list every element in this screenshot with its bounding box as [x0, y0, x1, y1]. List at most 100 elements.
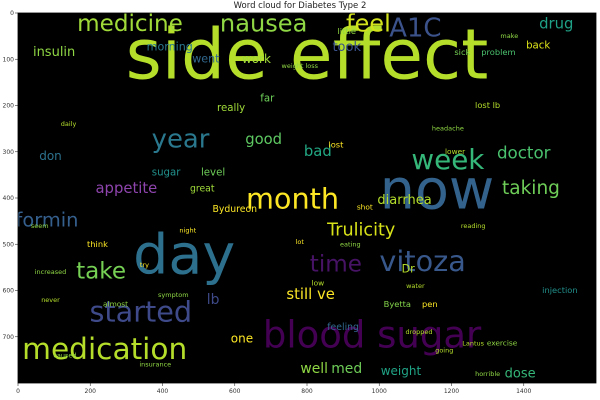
word-bydureon: Bydureon [212, 204, 257, 215]
word-work: work [242, 52, 271, 66]
word-little: little [337, 26, 356, 36]
word-vitoza: vitoza [379, 244, 465, 278]
word-lot: lot [296, 238, 305, 246]
y-tick-label: 0 [10, 10, 14, 17]
word-shot: shot [357, 202, 373, 211]
y-tick-label: 200 [3, 103, 15, 110]
word-drug: drug [539, 16, 573, 33]
word-don: don [39, 149, 62, 163]
word-doctor: doctor [497, 143, 551, 163]
word-cloud-words: side effect now day blood sugar medication mo… [0, 10, 578, 381]
word-day: day [133, 222, 235, 287]
word-lb: lb [207, 292, 220, 308]
word-water: water [406, 282, 425, 290]
word-symptom: symptom [158, 291, 189, 299]
word-almost: almost [103, 299, 128, 308]
x-tick-label: 1000 [372, 388, 387, 395]
word-good: good [245, 131, 282, 148]
word-still-ve: still ve [286, 286, 334, 303]
word-med: med [331, 361, 362, 377]
word-night: night [179, 226, 196, 234]
y-tick-label: 300 [3, 149, 15, 156]
word-well: well [300, 361, 328, 377]
word-dr: Dr [402, 263, 416, 276]
word-lost: lost [328, 139, 344, 149]
word-medication: medication [22, 332, 187, 366]
word-weight-loss: weight loss [282, 62, 319, 70]
word-medicine: medicine [77, 11, 183, 37]
word-metformin: Metformin [0, 209, 78, 232]
word-low: low [312, 279, 325, 288]
word-weight: weight [381, 364, 422, 378]
word-insulin: insulin [33, 45, 75, 60]
word-time: time [310, 252, 362, 278]
word-appetite: appetite [95, 180, 157, 197]
word-headache: headache [432, 125, 464, 133]
word-eating: eating [340, 240, 361, 248]
word-feel: feel [346, 10, 391, 38]
word-far: far [260, 94, 275, 105]
word-level: level [201, 168, 225, 179]
word-bad: bad [304, 143, 332, 160]
word-daily: daily [61, 120, 77, 128]
x-tick-label: 400 [157, 388, 169, 395]
word-back: back [526, 40, 550, 51]
word-horrible: horrible [475, 370, 500, 378]
word-dose: dose [505, 366, 536, 381]
word-pen: pen [422, 299, 438, 309]
word-reading: reading [461, 222, 486, 230]
word-now: now [380, 158, 495, 223]
y-tick-label: 600 [3, 288, 15, 295]
word-increased: increased [35, 268, 67, 276]
x-tick-label: 200 [85, 388, 97, 395]
word-insurance: insurance [139, 361, 171, 369]
axes-frame [17, 12, 597, 384]
word-injection: injection [542, 285, 577, 295]
word-month: month [246, 181, 339, 215]
word-think: think [87, 239, 108, 249]
plot-background [18, 13, 596, 383]
x-tick-label: 800 [301, 388, 313, 395]
word-exercise: exercise [487, 339, 518, 348]
word-one: one [231, 332, 253, 346]
word-really: really [217, 103, 245, 114]
word-morning: morning [147, 41, 193, 54]
word-lower: lower [445, 147, 466, 156]
word-great: great [190, 183, 215, 194]
word-a1c: A1C [389, 14, 441, 44]
word-blood-sugar: blood sugar [263, 313, 482, 356]
chart-title: Word cloud for Diabetes Type 2 [233, 1, 367, 11]
x-tick-label: 600 [229, 388, 241, 395]
x-tick-label: 1200 [444, 388, 459, 395]
word-lantus: Lantus [462, 340, 484, 348]
word-nausea: nausea [220, 10, 307, 38]
word-take: take [76, 259, 126, 285]
word-took: took [332, 40, 361, 55]
word-year: year [152, 125, 210, 155]
word-went: went [192, 52, 220, 65]
word-taking: taking [502, 178, 560, 199]
word-trulicity: Trulicity [326, 220, 395, 240]
word-seem: seem [31, 222, 49, 230]
word-try: try [140, 261, 149, 269]
word-diarrhea: diarrhea [377, 193, 431, 208]
y-tick-label: 500 [3, 241, 15, 248]
word-lost-lb: lost lb [475, 100, 500, 110]
word-never: never [41, 296, 60, 304]
word-sugar: sugar [152, 168, 181, 179]
word-started: started [89, 295, 192, 329]
word-week: week [411, 143, 485, 176]
x-tick-label: 1400 [516, 388, 531, 395]
word-feeling: feeling [327, 322, 359, 333]
word-make: make [500, 32, 518, 40]
x-tick-label: 0 [16, 388, 20, 395]
y-tick-label: 700 [3, 334, 15, 341]
word-byetta: Byetta [384, 299, 411, 309]
word-dropped: dropped [405, 328, 432, 336]
word-going: going [435, 347, 453, 355]
word-caused: caused [53, 351, 76, 359]
word-problem: problem [481, 47, 515, 57]
word-side-effect: side effect [126, 15, 489, 95]
y-tick-label: 400 [3, 195, 15, 202]
